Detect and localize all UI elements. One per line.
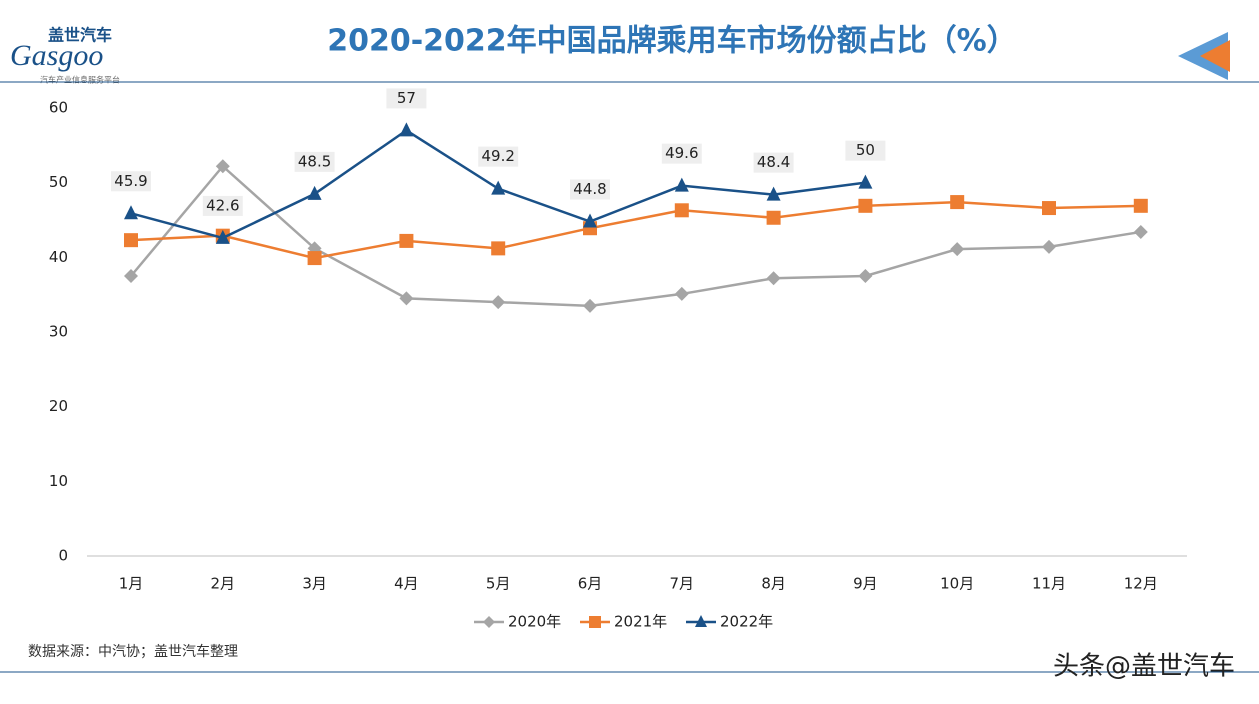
x-tick-label: 5月 <box>486 575 511 593</box>
marker <box>215 159 230 174</box>
data-label: 57 <box>397 89 416 107</box>
marker <box>583 213 597 228</box>
series-line <box>130 200 1141 260</box>
logo-cn: 盖世汽车 <box>48 26 112 45</box>
marker <box>695 615 707 627</box>
data-label-bg <box>478 146 519 167</box>
marker <box>215 229 230 244</box>
legend-label: 2021年 <box>614 613 667 631</box>
data-label: 49.6 <box>665 144 698 162</box>
source: 数据来源：中汽协；盖世汽车整理 <box>28 643 238 660</box>
marker <box>491 241 506 256</box>
x-tick-label: 6月 <box>578 575 603 593</box>
data-label-bg <box>661 143 702 164</box>
marker <box>1042 201 1056 216</box>
marker <box>858 174 873 189</box>
marker <box>858 269 873 283</box>
y-tick-label: 30 <box>49 323 68 341</box>
x-tick-label: 3月 <box>302 575 327 593</box>
y-tick-label: 50 <box>49 173 68 191</box>
data-label-bg <box>753 152 794 173</box>
marker <box>491 180 506 195</box>
y-tick-label: 20 <box>49 397 68 415</box>
marker <box>1042 239 1056 254</box>
x-tick-label: 1月 <box>119 575 144 593</box>
x-tick-label: 2月 <box>211 575 236 593</box>
y-tick-label: 10 <box>49 472 68 490</box>
data-label-bg <box>386 88 427 109</box>
marker <box>124 269 138 283</box>
legend-label: 2020年 <box>508 613 561 631</box>
logo-en: Gasgoo <box>10 39 103 72</box>
marker <box>307 185 322 200</box>
data-label: 48.5 <box>298 152 331 170</box>
data-label: 50 <box>856 141 875 159</box>
data-label-bg <box>570 179 610 200</box>
marker <box>399 122 414 137</box>
marker <box>950 195 965 210</box>
marker <box>483 616 495 628</box>
data-label-bg <box>845 140 886 161</box>
marker <box>491 295 506 310</box>
marker <box>1133 198 1148 213</box>
logo-tagline: 汽车产业信息服务平台 <box>40 75 120 85</box>
y-tick-label: 60 <box>49 99 68 117</box>
marker <box>674 286 689 301</box>
x-tick-label: 4月 <box>394 575 419 593</box>
series-line <box>130 164 1142 308</box>
marker <box>399 233 414 248</box>
deco-arrow <box>1200 40 1230 72</box>
y-tick-label: 40 <box>49 248 68 266</box>
x-tick-label: 8月 <box>761 575 786 593</box>
x-tick-label: 11月 <box>1032 575 1066 593</box>
marker <box>124 233 138 248</box>
marker <box>674 203 689 218</box>
x-tick-label: 12月 <box>1124 575 1158 593</box>
data-label-bg <box>202 195 243 216</box>
marker <box>307 251 322 266</box>
marker <box>858 198 873 213</box>
marker <box>124 205 138 220</box>
data-label: 44.8 <box>573 180 606 198</box>
marker <box>589 616 601 628</box>
data-label: 42.6 <box>206 196 239 214</box>
marker <box>766 271 781 286</box>
marker <box>766 210 781 225</box>
data-label: 49.2 <box>481 147 514 165</box>
y-tick-label: 0 <box>58 547 68 565</box>
data-label: 45.9 <box>114 172 147 190</box>
data-label-bg <box>111 171 151 192</box>
x-tick-label: 9月 <box>853 575 878 593</box>
chart-title: 2020-2022年中国品牌乘用车市场份额占比（%） <box>327 24 1017 59</box>
x-tick-label: 10月 <box>940 575 974 593</box>
marker <box>766 186 781 201</box>
marker <box>399 291 414 306</box>
data-label: 48.4 <box>757 153 790 171</box>
legend-label: 2022年 <box>720 613 773 631</box>
marker <box>583 298 597 313</box>
data-label-bg <box>294 151 335 172</box>
marker <box>1133 224 1148 239</box>
watermark: 头条@盖世汽车 <box>1053 652 1235 682</box>
marker <box>674 177 689 192</box>
x-tick-label: 7月 <box>670 575 695 593</box>
marker <box>950 242 965 257</box>
